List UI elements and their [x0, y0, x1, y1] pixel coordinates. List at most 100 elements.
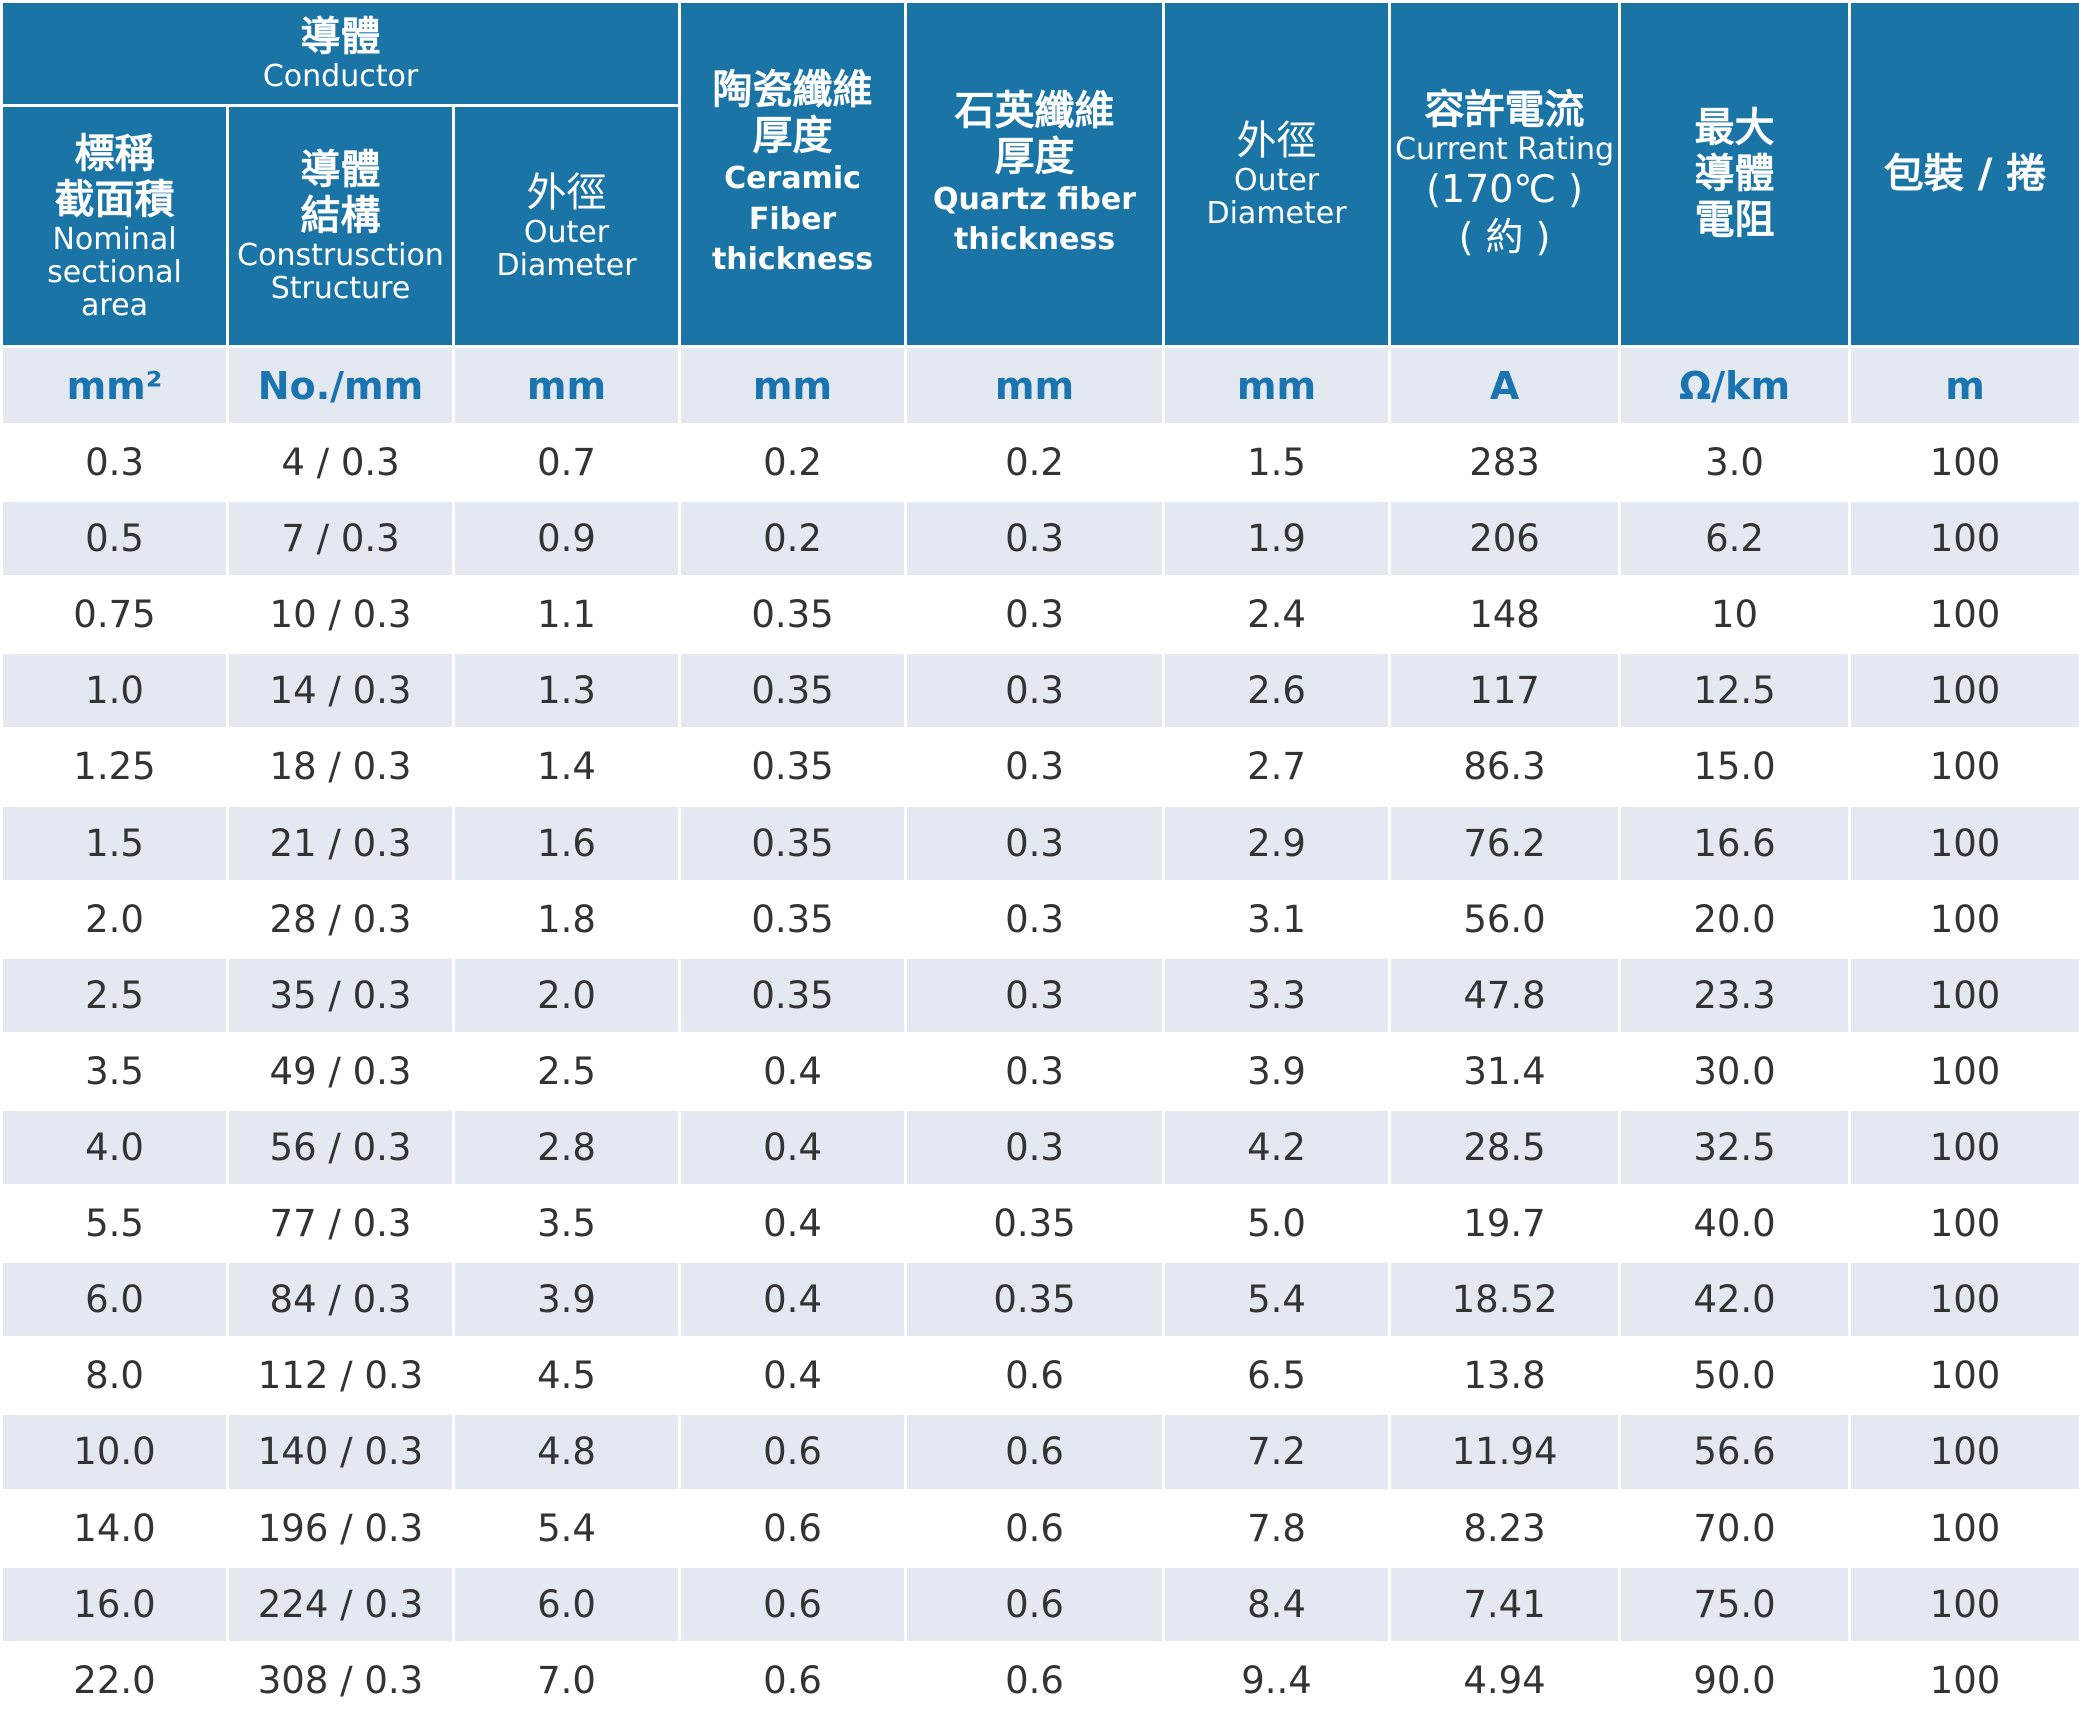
table-cell: 18 / 0.3: [228, 729, 454, 805]
table-cell: 8.23: [1390, 1490, 1620, 1566]
table-cell: 56.6: [1620, 1414, 1850, 1490]
table-cell: 0.4: [680, 1262, 906, 1338]
header-ceramic-zh2: 厚度: [681, 113, 904, 159]
table-cell: 15.0: [1620, 729, 1850, 805]
table-cell: 56 / 0.3: [228, 1109, 454, 1185]
table-cell: 100: [1850, 957, 2079, 1033]
table-cell: 20.0: [1620, 881, 1850, 957]
table-cell: 4.0: [2, 1109, 228, 1185]
table-cell: 1.9: [1164, 501, 1390, 577]
table-cell: 21 / 0.3: [228, 805, 454, 881]
table-cell: 5.5: [2, 1186, 228, 1262]
unit-cell: mm: [454, 347, 680, 425]
table-cell: 100: [1850, 729, 2079, 805]
table-cell: 206: [1390, 501, 1620, 577]
table-cell: 7.8: [1164, 1490, 1390, 1566]
header-package: 包裝 / 捲: [1850, 2, 2079, 347]
table-cell: 148: [1390, 577, 1620, 653]
table-cell: 100: [1850, 1186, 2079, 1262]
table-cell: 11.94: [1390, 1414, 1620, 1490]
table-cell: 14.0: [2, 1490, 228, 1566]
table-cell: 100: [1850, 577, 2079, 653]
table-cell: 30.0: [1620, 1033, 1850, 1109]
header-construction-zh2: 結構: [229, 193, 452, 239]
table-cell: 90.0: [1620, 1642, 1850, 1718]
table-cell: 0.4: [680, 1033, 906, 1109]
table-cell: 0.6: [680, 1490, 906, 1566]
table-cell: 2.6: [1164, 653, 1390, 729]
header-quartz-en2: thickness: [907, 220, 1162, 261]
table-cell: 2.9: [1164, 805, 1390, 881]
header-max-resistance: 最大 導體 電阻: [1620, 2, 1850, 347]
table-cell: 16.0: [2, 1566, 228, 1642]
header-conductor-en: Conductor: [3, 60, 678, 93]
table-cell: 0.35: [680, 805, 906, 881]
table-cell: 76.2: [1390, 805, 1620, 881]
header-quartz-en1: Quartz fiber: [907, 180, 1162, 221]
header-outer1-en1: Outer: [455, 216, 678, 249]
table-cell: 100: [1850, 881, 2079, 957]
table-cell: 14 / 0.3: [228, 653, 454, 729]
table-cell: 0.3: [906, 653, 1164, 729]
table-cell: 0.4: [680, 1186, 906, 1262]
table-cell: 7.41: [1390, 1566, 1620, 1642]
table-cell: 23.3: [1620, 957, 1850, 1033]
table-cell: 3.5: [454, 1186, 680, 1262]
table-cell: 196 / 0.3: [228, 1490, 454, 1566]
table-cell: 0.6: [906, 1338, 1164, 1414]
table-cell: 0.3: [906, 501, 1164, 577]
header-nominal-zh1: 標稱: [3, 131, 226, 177]
table-cell: 2.4: [1164, 577, 1390, 653]
unit-cell: mm: [680, 347, 906, 425]
table-cell: 0.3: [906, 577, 1164, 653]
table-cell: 100: [1850, 501, 2079, 577]
table-cell: 49 / 0.3: [228, 1033, 454, 1109]
header-outer1-zh: 外徑: [455, 170, 678, 216]
table-cell: 4.94: [1390, 1642, 1620, 1718]
table-cell: 50.0: [1620, 1338, 1850, 1414]
table-cell: 100: [1850, 1262, 2079, 1338]
header-current-temp: (170℃ ): [1391, 166, 1618, 214]
table-cell: 100: [1850, 1490, 2079, 1566]
table-cell: 5.4: [1164, 1262, 1390, 1338]
header-nominal-en1: Nominal: [3, 223, 226, 256]
table-cell: 0.6: [906, 1642, 1164, 1718]
table-cell: 3.3: [1164, 957, 1390, 1033]
table-cell: 56.0: [1390, 881, 1620, 957]
header-quartz-fiber: 石英纖維 厚度 Quartz fiber thickness: [906, 2, 1164, 347]
table-cell: 10.0: [2, 1414, 228, 1490]
table-cell: 2.8: [454, 1109, 680, 1185]
header-package-zh: 包裝 / 捲: [1851, 151, 2079, 197]
table-cell: 4.8: [454, 1414, 680, 1490]
unit-cell: A: [1390, 347, 1620, 425]
table-cell: 1.6: [454, 805, 680, 881]
table-cell: 2.5: [454, 1033, 680, 1109]
header-outer2-en1: Outer: [1165, 164, 1388, 197]
table-cell: 0.35: [680, 653, 906, 729]
table-cell: 1.0: [2, 653, 228, 729]
table-cell: 0.6: [906, 1490, 1164, 1566]
table-cell: 140 / 0.3: [228, 1414, 454, 1490]
table-cell: 32.5: [1620, 1109, 1850, 1185]
table-cell: 3.5: [2, 1033, 228, 1109]
table-cell: 0.4: [680, 1338, 906, 1414]
table-cell: 0.3: [906, 1109, 1164, 1185]
table-cell: 6.0: [454, 1566, 680, 1642]
header-outer2-en2: Diameter: [1165, 197, 1388, 230]
table-cell: 6.5: [1164, 1338, 1390, 1414]
header-construction: 導體 結構 Construsction Structure: [228, 106, 454, 347]
table-cell: 2.0: [2, 881, 228, 957]
table-cell: 40.0: [1620, 1186, 1850, 1262]
table-cell: 12.5: [1620, 653, 1850, 729]
table-cell: 1.5: [2, 805, 228, 881]
table-cell: 100: [1850, 1109, 2079, 1185]
